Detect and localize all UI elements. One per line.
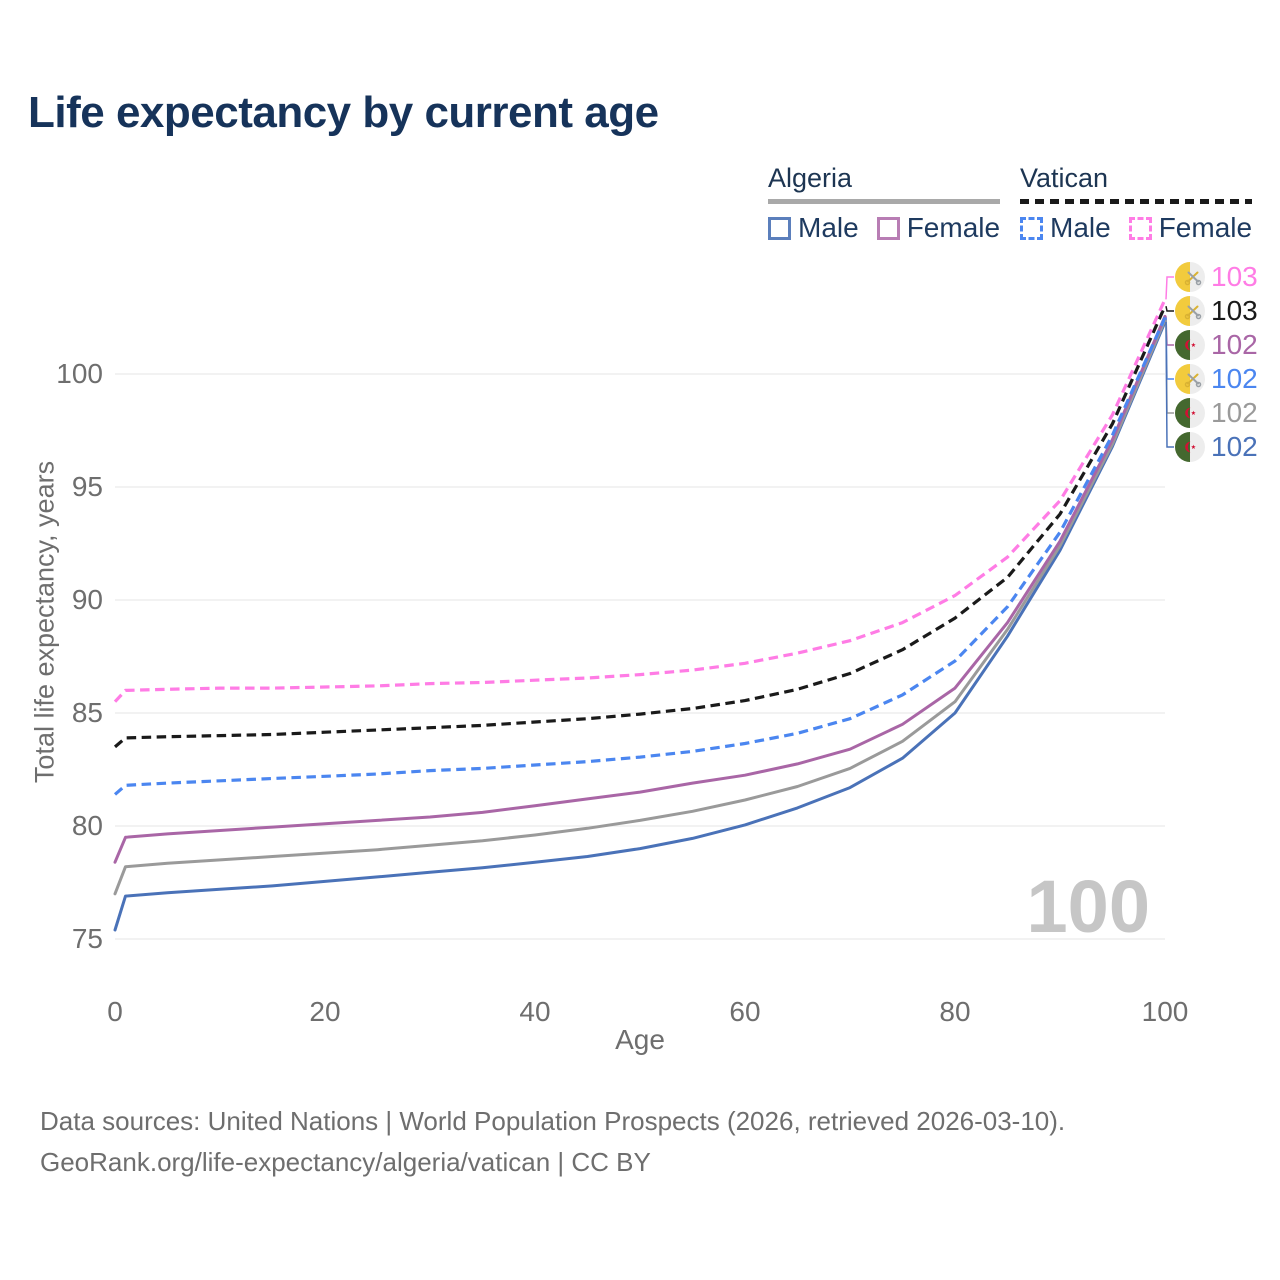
series-line-algeria-male [113, 320, 1167, 932]
legend-underline-dashed [1020, 199, 1253, 204]
legend-label-female: Female [1158, 212, 1253, 243]
page-title: Life expectancy by current age [28, 88, 659, 137]
legend-group-vatican: Vatican Male Female [1020, 163, 1253, 244]
legend-label-male: Male [1050, 212, 1111, 243]
legend-item-vatican-female[interactable]: Female [1128, 212, 1253, 244]
algeria-flag-icon [1175, 330, 1205, 360]
end-label-leader-algeria-female [1165, 316, 1174, 346]
algeria-flag-icon [1175, 432, 1205, 462]
series-line-vatican-total [113, 305, 1167, 749]
x-axis-title: Age [615, 1024, 665, 1055]
end-label-leader-vatican-female [1165, 276, 1174, 300]
series-line-vatican-female [113, 298, 1167, 703]
algeria-flag-icon [1175, 398, 1205, 428]
legend-country-vatican[interactable]: Vatican [1020, 163, 1109, 193]
legend-swatch-algeria-female[interactable] [876, 216, 900, 240]
attribution-note: GeoRank.org/life-expectancy/algeria/vati… [40, 1147, 651, 1177]
end-label-leader-algeria-male [1165, 321, 1174, 448]
legend-item-algeria-male[interactable]: Male [768, 212, 859, 244]
vatican-flag-icon [1175, 296, 1205, 326]
series-line-algeria-female [113, 314, 1167, 864]
vatican-flag-icon [1175, 262, 1205, 292]
y-axis-title: Total life expectancy, years [29, 460, 60, 784]
end-label-leader-vatican-total [1165, 306, 1174, 312]
data-sources-note: Data sources: United Nations | World Pop… [40, 1106, 1066, 1136]
legend-swatch-algeria-male[interactable] [768, 216, 791, 240]
legend-underline-solid [768, 199, 1001, 204]
series-line-vatican-male [113, 316, 1167, 796]
legend-swatch-vatican-male[interactable] [1020, 216, 1043, 240]
legend-label-male: Male [798, 212, 859, 243]
legend-swatch-vatican-female[interactable] [1128, 216, 1152, 240]
series-line-algeria-total [113, 318, 1167, 896]
legend-country-algeria[interactable]: Algeria [768, 163, 853, 193]
legend-group-algeria: Algeria Male Female [768, 163, 1001, 244]
legend-item-vatican-male[interactable]: Male [1020, 212, 1111, 244]
legend-item-algeria-female[interactable]: Female [876, 212, 1001, 244]
legend-label-female: Female [906, 212, 1001, 243]
vatican-flag-icon [1175, 364, 1205, 394]
age-watermark: 100 [1026, 865, 1150, 948]
